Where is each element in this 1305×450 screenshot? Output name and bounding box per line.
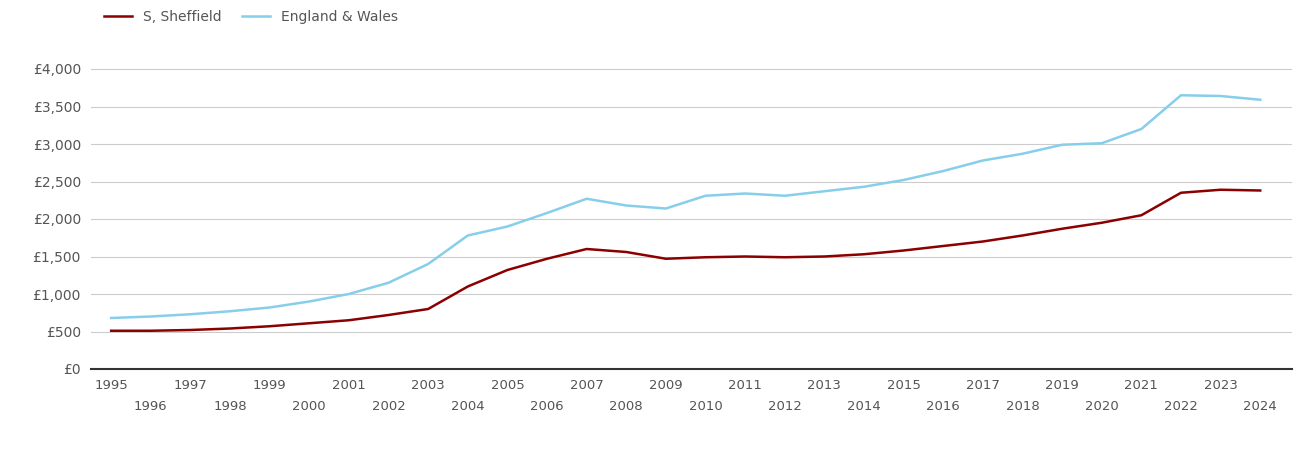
Line: S, Sheffield: S, Sheffield <box>111 190 1261 331</box>
S, Sheffield <box>103 328 119 333</box>
England & Wales <box>737 191 753 196</box>
Text: 2020: 2020 <box>1084 400 1118 413</box>
S, Sheffield <box>776 255 792 260</box>
S, Sheffield <box>420 306 436 312</box>
S, Sheffield <box>698 255 714 260</box>
England & Wales <box>222 309 238 314</box>
England & Wales <box>619 203 634 208</box>
Text: 2002: 2002 <box>372 400 406 413</box>
England & Wales <box>341 291 356 297</box>
S, Sheffield <box>341 318 356 323</box>
S, Sheffield <box>1134 212 1150 218</box>
Text: 2024: 2024 <box>1244 400 1278 413</box>
England & Wales <box>698 193 714 198</box>
England & Wales <box>658 206 673 211</box>
England & Wales <box>539 210 555 216</box>
Text: 2016: 2016 <box>927 400 960 413</box>
S, Sheffield <box>222 326 238 331</box>
S, Sheffield <box>1054 226 1070 231</box>
S, Sheffield <box>619 249 634 255</box>
S, Sheffield <box>1173 190 1189 195</box>
S, Sheffield <box>183 327 198 333</box>
England & Wales <box>895 177 911 183</box>
Text: 2000: 2000 <box>292 400 326 413</box>
England & Wales <box>500 224 515 229</box>
S, Sheffield <box>817 254 833 259</box>
England & Wales <box>936 168 951 174</box>
Text: 1998: 1998 <box>213 400 247 413</box>
S, Sheffield <box>895 248 911 253</box>
S, Sheffield <box>579 246 595 252</box>
England & Wales <box>1253 97 1268 103</box>
S, Sheffield <box>658 256 673 261</box>
England & Wales <box>1054 142 1070 148</box>
Text: 1996: 1996 <box>134 400 167 413</box>
England & Wales <box>856 184 872 189</box>
England & Wales <box>1173 93 1189 98</box>
England & Wales <box>1094 140 1109 146</box>
England & Wales <box>381 280 397 285</box>
S, Sheffield <box>539 256 555 261</box>
Line: England & Wales: England & Wales <box>111 95 1261 318</box>
S, Sheffield <box>737 254 753 259</box>
S, Sheffield <box>856 252 872 257</box>
England & Wales <box>183 311 198 317</box>
England & Wales <box>262 305 278 310</box>
Text: 2018: 2018 <box>1006 400 1039 413</box>
S, Sheffield <box>1212 187 1228 193</box>
S, Sheffield <box>144 328 159 333</box>
England & Wales <box>817 189 833 194</box>
England & Wales <box>776 193 792 198</box>
S, Sheffield <box>500 267 515 273</box>
S, Sheffield <box>1253 188 1268 193</box>
S, Sheffield <box>1015 233 1031 238</box>
England & Wales <box>579 196 595 202</box>
S, Sheffield <box>936 243 951 249</box>
England & Wales <box>975 158 990 163</box>
S, Sheffield <box>975 239 990 244</box>
S, Sheffield <box>1094 220 1109 225</box>
England & Wales <box>1212 93 1228 99</box>
Text: 2006: 2006 <box>530 400 564 413</box>
Text: 2010: 2010 <box>689 400 723 413</box>
England & Wales <box>301 299 317 304</box>
Text: 2004: 2004 <box>452 400 484 413</box>
S, Sheffield <box>381 312 397 318</box>
Text: 2012: 2012 <box>767 400 801 413</box>
Text: 2008: 2008 <box>609 400 643 413</box>
England & Wales <box>103 315 119 321</box>
England & Wales <box>420 261 436 267</box>
England & Wales <box>1134 126 1150 132</box>
Legend: S, Sheffield, England & Wales: S, Sheffield, England & Wales <box>98 4 403 29</box>
S, Sheffield <box>262 324 278 329</box>
England & Wales <box>459 233 475 238</box>
Text: 2014: 2014 <box>847 400 881 413</box>
England & Wales <box>1015 151 1031 157</box>
S, Sheffield <box>459 284 475 289</box>
Text: 2022: 2022 <box>1164 400 1198 413</box>
S, Sheffield <box>301 320 317 326</box>
England & Wales <box>144 314 159 319</box>
